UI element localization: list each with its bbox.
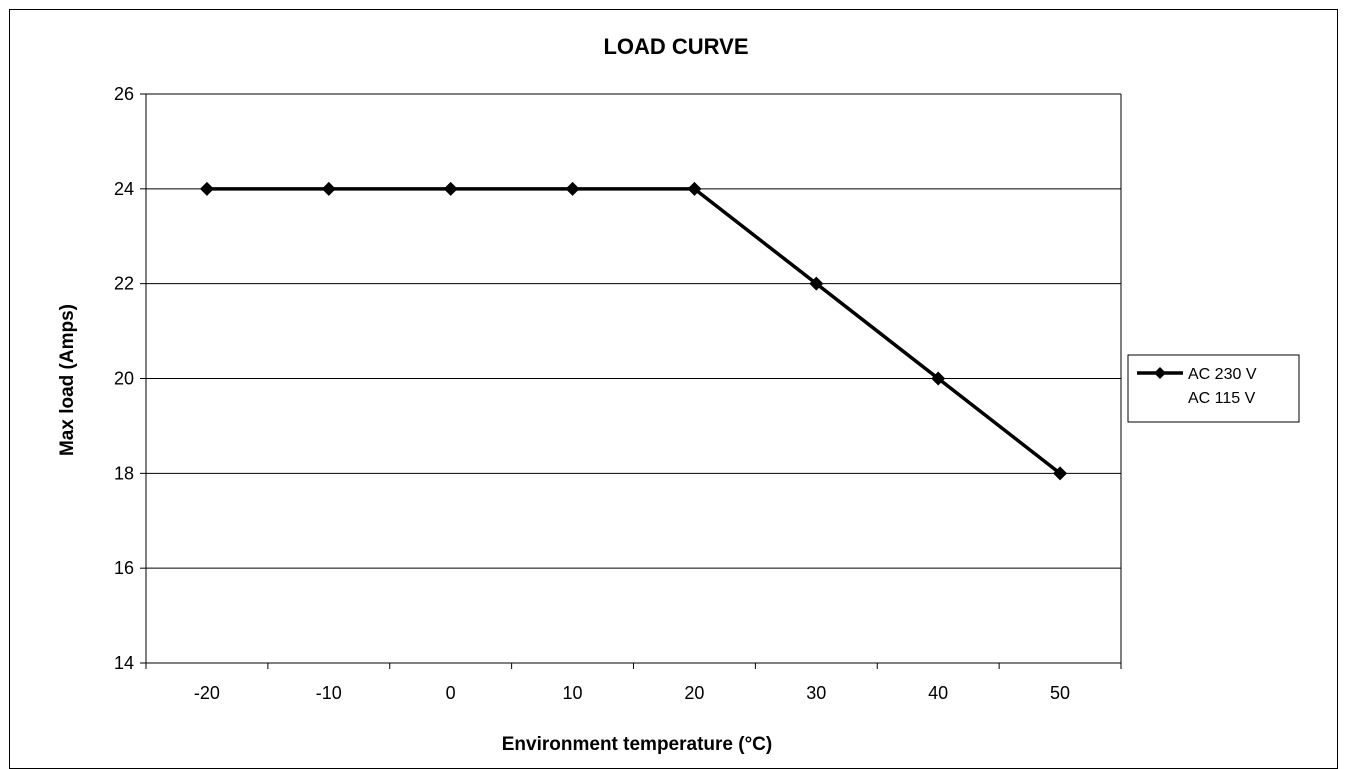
x-tick-label: -20	[194, 683, 220, 703]
x-tick-label: -10	[316, 683, 342, 703]
series-line-0	[206, 187, 1062, 475]
y-tick-label: 18	[114, 463, 134, 483]
data-point	[321, 181, 336, 196]
plot-area: 14 16 18 20 22 24 26 -20 -10 0 10 20 30 40 50	[114, 84, 1122, 703]
x-tick-label: 20	[684, 683, 704, 703]
legend-entry: AC 115 V	[1188, 390, 1256, 407]
legend-entry: AC 230 V	[1188, 366, 1257, 383]
data-point	[199, 181, 214, 196]
y-tick-label: 20	[114, 369, 134, 389]
y-axis-label: Max load (Amps)	[57, 304, 78, 456]
data-point	[565, 181, 580, 196]
y-tick-label: 14	[114, 653, 134, 673]
chart-title: LOAD CURVE	[603, 34, 748, 59]
x-tick-label: 40	[928, 683, 948, 703]
data-point	[809, 276, 824, 291]
x-tick-label: 10	[563, 683, 583, 703]
y-tick-label: 24	[114, 179, 134, 199]
y-tick-label: 22	[114, 274, 134, 294]
data-point	[443, 181, 458, 196]
x-tick-label: 50	[1050, 683, 1070, 703]
y-tick-label: 26	[114, 84, 134, 104]
legend: AC 230 V AC 115 V	[1127, 354, 1300, 423]
x-axis-label: Environment temperature (°C)	[502, 734, 772, 755]
legend-marker-0	[1154, 367, 1166, 379]
data-point	[1053, 466, 1068, 481]
data-point	[687, 181, 702, 196]
legend-box	[1127, 354, 1300, 423]
chart-frame	[9, 9, 1338, 769]
x-tick-label: 0	[446, 683, 456, 703]
x-tick-label: 30	[806, 683, 826, 703]
y-tick-label: 16	[114, 558, 134, 578]
data-point	[931, 371, 946, 386]
